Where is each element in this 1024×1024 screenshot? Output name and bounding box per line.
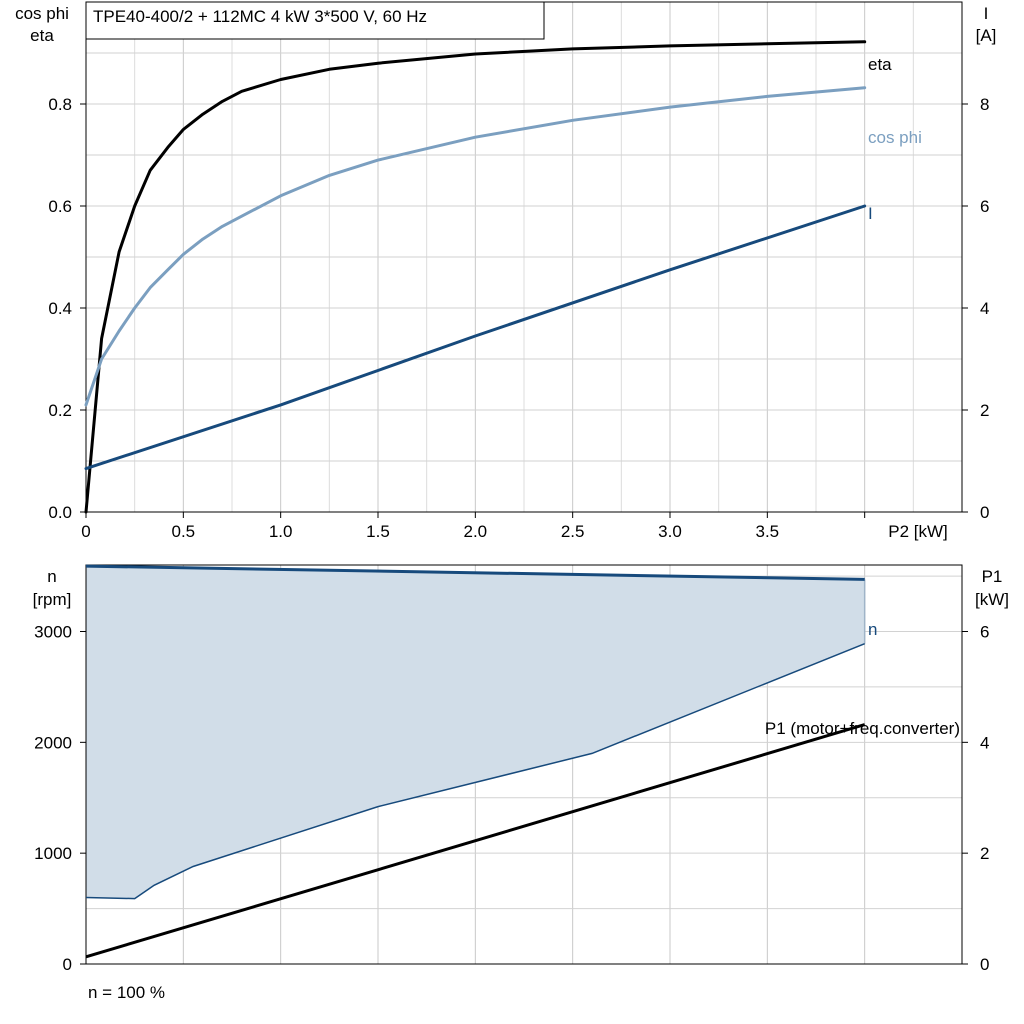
- bottom-right-tick-label: 2: [980, 844, 989, 863]
- top-x-tick-label: 1.5: [366, 522, 390, 541]
- bottom-right-ylabel-line2: [kW]: [975, 590, 1009, 609]
- top-left-tick-label: 0.2: [48, 401, 72, 420]
- top-right-tick-label: 2: [980, 401, 989, 420]
- top-left-tick-label: 0.4: [48, 299, 72, 318]
- bottom-left-ylabel-line1: n: [47, 567, 56, 586]
- bottom-right-ylabel-line1: P1: [982, 567, 1003, 586]
- top-panel: 0 0.5 1.0 1.5 2.0 2.5 3.0 3.5 0.0 0.2 0.4 0.6 0.8 0 2 4…: [15, 1, 997, 541]
- series-line-n: [85, 564, 865, 581]
- top-series-group: [84, 40, 867, 514]
- bottom-plot-frame: [85, 564, 963, 965]
- bottom-left-tick-label: 0: [63, 955, 72, 974]
- bottom-left-tick-label: 1000: [34, 844, 72, 863]
- top-ticks: 0 0.5 1.0 1.5 2.0 2.5 3.0 3.5 0.0 0.2 0.4 0.6 0.8 0 2 4…: [48, 95, 989, 541]
- series-line-p1: [85, 723, 866, 959]
- top-x-tick-label: 0.5: [172, 522, 196, 541]
- operating-range-fill: [86, 566, 865, 899]
- series-line-lower-limit: [85, 643, 865, 900]
- top-left-ylabel-line2: eta: [30, 26, 54, 45]
- bottom-right-tick-label: 0: [980, 955, 989, 974]
- series-line-eta: [84, 40, 867, 514]
- series-line-cos-phi: [84, 86, 867, 407]
- series-label-n: n: [868, 620, 877, 639]
- bottom-ticks: 0 1000 2000 3000 0 2 4 6: [34, 623, 989, 975]
- x-axis-label: P2 [kW]: [888, 522, 948, 541]
- top-left-tick-label: 0.0: [48, 503, 72, 522]
- top-right-tick-label: 8: [980, 95, 989, 114]
- series-label-p1: P1 (motor+freq.converter): [765, 719, 960, 738]
- series-label-current: I: [868, 204, 873, 223]
- top-right-ylabel-line2: [A]: [976, 26, 997, 45]
- series-line-i: [84, 204, 867, 471]
- top-left-tick-label: 0.8: [48, 95, 72, 114]
- top-right-tick-label: 4: [980, 299, 989, 318]
- top-x-tick-label: 2.5: [561, 522, 585, 541]
- top-x-tick-label: 3.0: [658, 522, 682, 541]
- top-left-tick-label: 0.6: [48, 197, 72, 216]
- top-x-tick-label: 1.0: [269, 522, 293, 541]
- bottom-left-tick-label: 3000: [34, 623, 72, 642]
- chart-title: TPE40-400/2 + 112MC 4 kW 3*500 V, 60 Hz: [93, 7, 427, 26]
- bottom-left-tick-label: 2000: [34, 733, 72, 752]
- bottom-left-ylabel-line2: [rpm]: [33, 590, 72, 609]
- top-right-tick-label: 0: [980, 503, 989, 522]
- bottom-right-tick-label: 6: [980, 623, 989, 642]
- bottom-right-tick-label: 4: [980, 733, 989, 752]
- operating-range-area: [86, 566, 865, 899]
- series-label-eta: eta: [868, 55, 892, 74]
- top-right-tick-label: 6: [980, 197, 989, 216]
- top-right-ylabel-line1: I: [984, 4, 989, 23]
- bottom-series-group: [85, 564, 866, 959]
- top-x-tick-label: 0: [81, 522, 90, 541]
- top-x-tick-label: 2.0: [464, 522, 488, 541]
- title-box: [85, 1, 545, 40]
- series-label-cos-phi: cos phi: [868, 128, 922, 147]
- top-x-tick-label: 3.5: [756, 522, 780, 541]
- top-grid: [86, 1, 962, 512]
- footnote-speed: n = 100 %: [88, 983, 165, 1002]
- bottom-panel: 0 1000 2000 3000 0 2 4 6 n [rpm] P1 [kW] n P1 (…: [33, 564, 1009, 1002]
- top-left-ylabel-line1: cos phi: [15, 4, 69, 23]
